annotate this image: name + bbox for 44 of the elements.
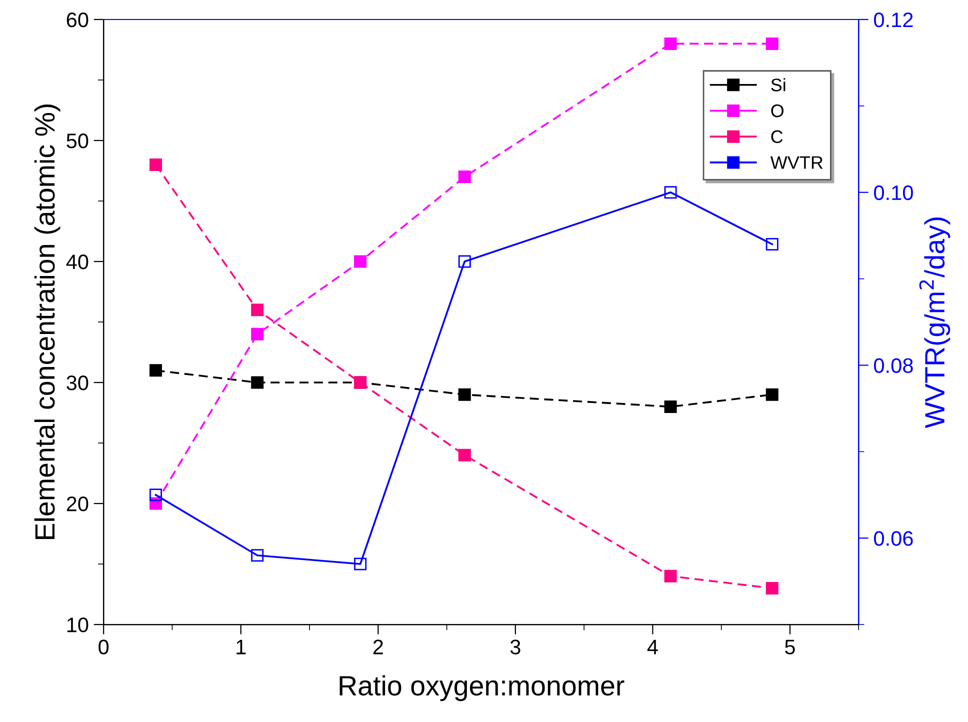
y2-tick-label: 0.06 <box>874 531 913 546</box>
point <box>664 37 677 50</box>
x-tick-label: 3 <box>510 640 520 654</box>
legend-label: WVTR <box>770 156 823 169</box>
point <box>251 549 264 562</box>
point <box>766 388 778 401</box>
point <box>149 364 162 377</box>
y-tick-label: 60 <box>66 12 88 28</box>
x-tick-label: 0 <box>98 640 109 654</box>
legend-label: Si <box>771 78 786 92</box>
legend-label: C <box>771 130 783 144</box>
y2-tick-label: 0.12 <box>874 12 913 28</box>
x-tick-label: 5 <box>785 640 795 654</box>
point <box>458 388 471 401</box>
point <box>251 328 264 340</box>
legend-label: O <box>771 104 784 118</box>
point <box>664 186 677 199</box>
point <box>766 582 778 594</box>
y-tick-label: 10 <box>67 618 88 632</box>
x-tick-label: 4 <box>647 640 658 654</box>
point <box>766 238 778 250</box>
y-tick-label: 30 <box>66 376 88 390</box>
point <box>251 376 264 389</box>
point <box>458 170 471 184</box>
y2-axis-title: WVTR(g/m$^{2}$/day) <box>919 218 950 428</box>
y-tick-label: 50 <box>66 134 88 148</box>
point <box>766 37 778 50</box>
x-axis-title: Ratio oxygen:monomer <box>340 675 624 702</box>
point <box>354 558 367 570</box>
y-tick-label: 20 <box>66 496 88 512</box>
y-axis-title: Elemental concentration (atomic %) <box>34 104 60 539</box>
y2-tick-label: 0.10 <box>874 185 913 200</box>
point <box>664 570 677 582</box>
point <box>149 158 162 171</box>
point <box>251 304 264 316</box>
point <box>458 255 471 268</box>
point <box>354 255 367 268</box>
x-tick-label: 2 <box>373 640 383 654</box>
y2-tick-label: 0.08 <box>874 358 913 373</box>
y-tick-label: 40 <box>66 254 88 270</box>
x-tick-label: 1 <box>236 640 246 654</box>
point <box>664 400 677 413</box>
point <box>149 488 162 502</box>
point <box>458 448 471 462</box>
